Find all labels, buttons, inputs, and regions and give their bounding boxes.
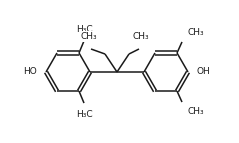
Text: CH₃: CH₃ xyxy=(188,28,205,37)
Text: CH₃: CH₃ xyxy=(81,32,97,41)
Text: CH₃: CH₃ xyxy=(133,32,149,41)
Text: H₃C: H₃C xyxy=(76,25,92,34)
Text: HO: HO xyxy=(23,67,37,77)
Text: OH: OH xyxy=(197,67,211,77)
Text: H₃C: H₃C xyxy=(76,110,92,119)
Text: CH₃: CH₃ xyxy=(188,107,205,116)
